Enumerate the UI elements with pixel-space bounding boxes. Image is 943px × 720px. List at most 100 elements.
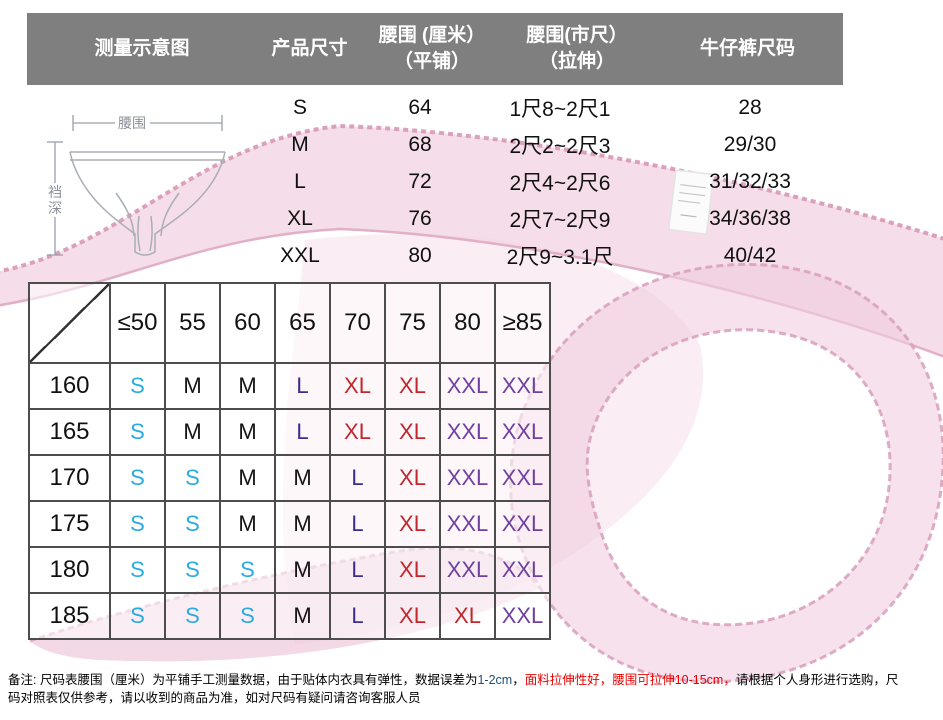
matrix-row: 160 S M M L XL XL XXL XXL	[28, 362, 551, 410]
matrix-size-cell: M	[219, 454, 276, 502]
header-col-product-size: 产品尺寸	[271, 38, 348, 60]
matrix-size-cell: XL	[384, 546, 441, 594]
matrix-size-cell: XXL	[439, 454, 496, 502]
leg-opening-outer-edge	[509, 262, 943, 684]
matrix-size-cell: S	[109, 408, 166, 456]
matrix-row-label: 165	[28, 408, 111, 456]
size-cell: L	[294, 169, 306, 193]
matrix-row-label: 180	[28, 546, 111, 594]
size-table: S 64 1尺8~2尺1 28 M 68 2尺2~2尺3 29/30 L 72 2尺4~2尺6 31/…	[240, 90, 860, 274]
waist-flat-cell: 80	[408, 243, 432, 267]
matrix-size-cell: S	[109, 362, 166, 410]
matrix-size-cell: M	[219, 500, 276, 548]
matrix-size-cell: L	[329, 454, 386, 502]
matrix-size-cell: XXL	[439, 500, 496, 548]
dimension-lines	[47, 115, 223, 256]
matrix-size-cell: XXL	[494, 546, 551, 594]
matrix-size-cell: XL	[384, 362, 441, 410]
matrix-size-cell: XL	[439, 592, 496, 640]
matrix-size-cell: XL	[329, 408, 386, 456]
leg-opening-inner-edge	[585, 328, 892, 627]
waist-stretch-cell: 2尺2~2尺3	[509, 135, 611, 159]
matrix-size-cell: L	[329, 500, 386, 548]
matrix-size-cell: XL	[384, 500, 441, 548]
waist-stretch-cell: 1尺8~2尺1	[509, 98, 611, 122]
waist-flat-cell: 64	[408, 96, 432, 120]
matrix-size-cell: L	[274, 362, 331, 410]
waist-flat-cell: 68	[408, 133, 432, 157]
matrix-size-cell: XXL	[494, 500, 551, 548]
matrix-size-cell: S	[164, 500, 221, 548]
header-col-diagram: 测量示意图	[94, 38, 190, 60]
size-cell: M	[291, 133, 309, 157]
waist-dimension-label: 腰围	[118, 115, 146, 131]
matrix-header-row: ≤50 55 60 65 70 75 80 ≥85	[28, 282, 551, 364]
matrix-row: 170 S S M M L XL XXL XXL	[28, 454, 551, 502]
matrix-size-cell: L	[274, 408, 331, 456]
care-label	[668, 169, 715, 235]
crotch-depth-label-char1: 裆	[48, 184, 62, 200]
matrix-size-cell: XL	[384, 454, 441, 502]
size-cell: XXL	[280, 243, 320, 267]
matrix-size-cell: XL	[384, 408, 441, 456]
matrix-row: 165 S M M L XL XL XXL XXL	[28, 408, 551, 456]
panty-outline	[69, 151, 226, 256]
matrix-size-cell: XXL	[439, 408, 496, 456]
matrix-size-cell: XL	[329, 362, 386, 410]
matrix-size-cell: L	[329, 592, 386, 640]
matrix-size-cell: XXL	[494, 362, 551, 410]
matrix-size-cell: XXL	[439, 546, 496, 594]
matrix-col-header: ≤50	[109, 282, 166, 364]
jeans-size-cell: 28	[738, 96, 762, 120]
matrix-size-cell: XL	[384, 592, 441, 640]
matrix-size-cell: S	[109, 454, 166, 502]
jeans-size-cell: 34/36/38	[709, 206, 791, 230]
matrix-size-cell: S	[164, 592, 221, 640]
matrix-size-cell: XXL	[494, 408, 551, 456]
matrix-col-header: 80	[439, 282, 496, 364]
size-cell: S	[292, 96, 307, 120]
header-bar: 测量示意图 产品尺寸 腰围 (厘米） （平铺） 腰围(市尺） （拉伸） 牛仔裤尺…	[27, 13, 843, 85]
matrix-size-cell: S	[109, 500, 166, 548]
matrix-size-cell: S	[164, 454, 221, 502]
matrix-size-cell: XXL	[494, 592, 551, 640]
matrix-size-cell: M	[274, 546, 331, 594]
header-col-waist-chi: 腰围(市尺） （拉伸）	[526, 25, 628, 72]
matrix-col-header: 65	[274, 282, 331, 364]
matrix-row-label: 175	[28, 500, 111, 548]
matrix-col-header: 55	[164, 282, 221, 364]
waist-stretch-cell: 2尺7~2尺9	[509, 208, 611, 232]
matrix-size-cell: S	[109, 546, 166, 594]
matrix-size-cell: XXL	[439, 362, 496, 410]
measurement-diagram: 腰围 裆 深	[47, 115, 226, 256]
jeans-size-cell: 31/32/33	[709, 169, 791, 193]
header-col-waist-cm: 腰围 (厘米） （平铺）	[378, 25, 486, 72]
matrix-row-label: 185	[28, 592, 111, 640]
leg-opening-loop	[510, 264, 943, 682]
waist-flat-cell: 76	[408, 206, 432, 230]
matrix-size-cell: M	[219, 362, 276, 410]
matrix-size-cell: M	[274, 454, 331, 502]
size-matrix-table: ≤50 55 60 65 70 75 80 ≥85 160 S M M L XL XL XXL XXL 165 S M…	[28, 282, 551, 640]
matrix-size-cell: M	[164, 362, 221, 410]
note-segment: 请根据个人身形进行选购，尺码对照表仅供参考，请以收到的商品为准，如对尺码有疑问请…	[8, 673, 899, 706]
header-col-jeans-size: 牛仔裤尺码	[699, 38, 795, 60]
note-text: 备注: 尺码表腰围（厘米）为平铺手工测量数据，由于贴体内衣具有弹性，数据误差为1…	[8, 671, 910, 707]
matrix-col-header: 70	[329, 282, 386, 364]
matrix-size-cell: M	[164, 408, 221, 456]
matrix-size-cell: M	[219, 408, 276, 456]
matrix-row: 180 S S S M L XL XXL XXL	[28, 546, 551, 594]
matrix-corner-cell	[28, 282, 111, 364]
note-segment: 备注: 尺码表腰围（厘米）为平铺手工测量数据，由于贴体内衣具有弹性，数据误差为	[8, 673, 478, 687]
waist-stretch-cell: 2尺9~3.1尺	[506, 245, 614, 269]
matrix-size-cell: S	[164, 546, 221, 594]
waist-stretch-cell: 2尺4~2尺6	[509, 171, 611, 195]
matrix-row: 175 S S M M L XL XXL XXL	[28, 500, 551, 548]
crotch-depth-label-char2: 深	[48, 200, 62, 216]
matrix-size-cell: S	[219, 546, 276, 594]
matrix-col-header: 75	[384, 282, 441, 364]
waistband-lace-edge	[0, 123, 943, 273]
matrix-size-cell: M	[274, 500, 331, 548]
note-segment: ，	[512, 673, 525, 687]
